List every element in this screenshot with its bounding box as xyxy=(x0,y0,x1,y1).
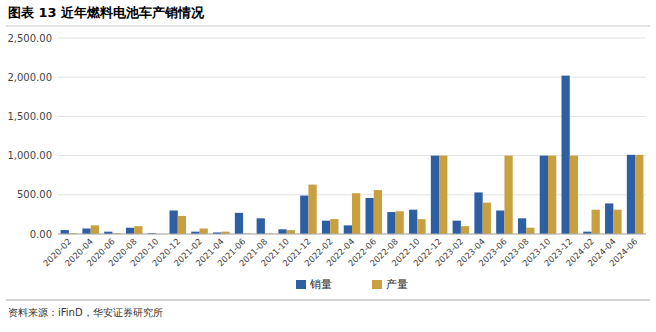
bar xyxy=(235,213,243,234)
bar xyxy=(409,210,417,234)
grid-line xyxy=(58,155,646,156)
bar xyxy=(200,229,208,234)
source-rule xyxy=(6,300,650,301)
bar xyxy=(496,210,504,234)
title: 图表 13 近年燃料电池车产销情况 xyxy=(8,5,205,20)
bar xyxy=(61,230,69,234)
bar xyxy=(439,156,447,234)
title-rule xyxy=(6,26,650,27)
bar xyxy=(308,185,316,234)
bar xyxy=(431,156,439,234)
legend-swatch xyxy=(296,280,306,289)
bar xyxy=(170,210,178,234)
bar xyxy=(82,229,90,234)
bar xyxy=(570,156,578,234)
bar xyxy=(461,226,469,234)
grid-line xyxy=(58,38,646,39)
bar xyxy=(366,198,374,234)
bar xyxy=(330,219,338,234)
x-tick-label: 2024-06 xyxy=(607,236,639,268)
bar xyxy=(627,155,635,234)
bar xyxy=(91,225,99,234)
bar xyxy=(474,192,482,234)
bars xyxy=(61,76,644,234)
source-text: 资料来源：iFinD，华安证券研究所 xyxy=(8,307,163,318)
bar xyxy=(322,221,330,234)
y-tick-label: 2,500.00 xyxy=(7,33,52,44)
bar xyxy=(504,156,512,234)
bar xyxy=(635,155,643,234)
legend-item: 产量 xyxy=(372,278,408,291)
bar xyxy=(548,156,556,234)
bar xyxy=(396,211,404,234)
y-tick-label: 1,000.00 xyxy=(7,150,52,161)
bar xyxy=(374,190,382,234)
bar xyxy=(453,221,461,234)
bar xyxy=(483,203,491,234)
legend-label: 产量 xyxy=(386,278,408,291)
legend-item: 销量 xyxy=(296,278,332,291)
bar xyxy=(387,212,395,234)
y-axis: 0.00 500.00 1,000.00 1,500.00 2,000.00 2,500.… xyxy=(7,33,646,240)
bar xyxy=(287,230,295,234)
legend-swatch xyxy=(372,280,382,289)
bar xyxy=(126,228,134,234)
bar xyxy=(344,225,352,234)
series xyxy=(69,155,643,234)
y-tick-label: 1,500.00 xyxy=(7,111,52,122)
bar xyxy=(518,218,526,234)
bar xyxy=(300,196,308,234)
legend-label: 销量 xyxy=(309,278,332,291)
page: {"chart_data": { "type": "bar", "title":… xyxy=(0,0,656,332)
bar xyxy=(278,229,286,234)
grid-line xyxy=(58,116,646,117)
bar xyxy=(352,193,360,234)
bar xyxy=(605,203,613,234)
bar xyxy=(540,156,548,234)
bar xyxy=(613,210,621,234)
bar xyxy=(562,76,570,234)
x-axis-line xyxy=(58,234,646,235)
y-tick-label: 0.00 xyxy=(30,229,52,240)
bar xyxy=(134,226,142,234)
bar xyxy=(257,218,265,234)
bar xyxy=(592,210,600,234)
bar xyxy=(178,216,186,234)
grid-line xyxy=(58,234,646,235)
series xyxy=(61,76,635,234)
chart: 图表 13 近年燃料电池车产销情况 0.00 500.00 1,000.00 1,500… xyxy=(0,0,656,332)
x-axis: 2020-022020-042020-062020-082020-102020-… xyxy=(41,236,639,268)
bar xyxy=(417,219,425,234)
y-tick-label: 500.00 xyxy=(17,189,52,200)
legend: 销量 产量 xyxy=(296,278,408,291)
bar xyxy=(526,228,534,234)
y-tick-label: 2,000.00 xyxy=(7,72,52,83)
grid-line xyxy=(58,77,646,78)
